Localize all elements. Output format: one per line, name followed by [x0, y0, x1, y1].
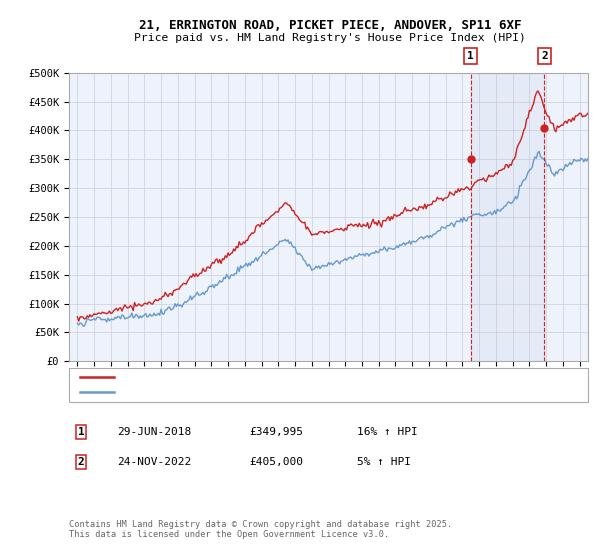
Text: Price paid vs. HM Land Registry's House Price Index (HPI): Price paid vs. HM Land Registry's House …: [134, 33, 526, 43]
Text: 21, ERRINGTON ROAD, PICKET PIECE, ANDOVER, SP11 6XF: 21, ERRINGTON ROAD, PICKET PIECE, ANDOVE…: [139, 18, 521, 32]
Text: 29-JUN-2018: 29-JUN-2018: [117, 427, 191, 437]
Text: 2: 2: [77, 457, 85, 467]
Text: 24-NOV-2022: 24-NOV-2022: [117, 457, 191, 467]
Text: £405,000: £405,000: [249, 457, 303, 467]
Text: £349,995: £349,995: [249, 427, 303, 437]
Text: 5% ↑ HPI: 5% ↑ HPI: [357, 457, 411, 467]
Text: Contains HM Land Registry data © Crown copyright and database right 2025.
This d: Contains HM Land Registry data © Crown c…: [69, 520, 452, 539]
Text: 1: 1: [77, 427, 85, 437]
Text: 21, ERRINGTON ROAD, PICKET PIECE, ANDOVER, SP11 6XF (semi-detached house): 21, ERRINGTON ROAD, PICKET PIECE, ANDOVE…: [121, 372, 559, 382]
Text: 2: 2: [541, 52, 548, 61]
Text: HPI: Average price, semi-detached house, Test Valley: HPI: Average price, semi-detached house,…: [121, 387, 433, 397]
Text: 1: 1: [467, 52, 474, 61]
Text: 16% ↑ HPI: 16% ↑ HPI: [357, 427, 418, 437]
Bar: [470, 73, 544, 361]
